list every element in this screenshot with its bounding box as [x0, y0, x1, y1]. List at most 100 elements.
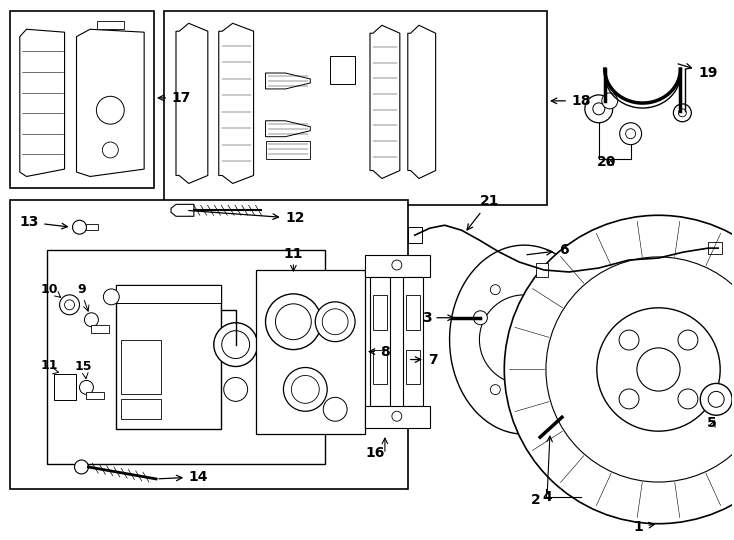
Circle shape: [637, 348, 680, 391]
Circle shape: [224, 377, 247, 401]
Text: 8: 8: [369, 345, 390, 359]
Circle shape: [532, 432, 548, 448]
Polygon shape: [176, 23, 208, 184]
Circle shape: [566, 339, 628, 401]
Bar: [121, 340, 161, 394]
Circle shape: [222, 330, 250, 359]
Circle shape: [546, 257, 734, 482]
Text: 14: 14: [159, 470, 208, 484]
Text: 3: 3: [422, 310, 454, 325]
Text: 2: 2: [531, 493, 541, 507]
Circle shape: [73, 220, 87, 234]
Circle shape: [603, 324, 617, 338]
Bar: [10, 200, 408, 489]
Polygon shape: [171, 204, 194, 217]
Text: 11: 11: [283, 247, 303, 261]
Bar: [92, 325, 109, 333]
Text: 13: 13: [20, 215, 68, 230]
Bar: [403, 277, 423, 406]
Circle shape: [548, 384, 558, 395]
Circle shape: [79, 380, 93, 394]
Circle shape: [316, 302, 355, 342]
Circle shape: [266, 294, 321, 349]
Text: 6: 6: [527, 243, 569, 257]
Circle shape: [75, 460, 88, 474]
Bar: [116, 285, 221, 429]
Circle shape: [584, 356, 610, 382]
Bar: [406, 295, 420, 330]
Polygon shape: [266, 73, 310, 89]
Circle shape: [708, 392, 724, 407]
Circle shape: [322, 309, 348, 335]
Text: 21: 21: [467, 194, 499, 230]
Text: 7: 7: [410, 353, 437, 367]
Circle shape: [545, 318, 649, 421]
Polygon shape: [116, 285, 221, 303]
Circle shape: [603, 401, 617, 415]
Polygon shape: [266, 121, 310, 137]
Circle shape: [557, 386, 571, 400]
Circle shape: [585, 95, 613, 123]
Circle shape: [700, 383, 732, 415]
Circle shape: [548, 285, 558, 295]
Bar: [266, 140, 310, 159]
Circle shape: [490, 285, 501, 295]
Circle shape: [678, 109, 686, 117]
Text: 5: 5: [708, 416, 717, 430]
Text: 12: 12: [189, 211, 305, 225]
Circle shape: [473, 311, 487, 325]
Bar: [373, 295, 387, 330]
Text: 11: 11: [41, 360, 59, 373]
Circle shape: [490, 384, 501, 395]
Bar: [47, 250, 325, 464]
Polygon shape: [76, 29, 144, 177]
Circle shape: [504, 215, 734, 524]
Circle shape: [283, 368, 327, 411]
Circle shape: [59, 295, 79, 315]
Bar: [373, 349, 387, 384]
Text: 1: 1: [633, 519, 654, 534]
Circle shape: [678, 389, 698, 409]
Circle shape: [65, 300, 75, 310]
Circle shape: [275, 304, 311, 340]
Bar: [406, 349, 420, 384]
Bar: [10, 11, 154, 188]
Bar: [121, 400, 161, 419]
Polygon shape: [219, 23, 253, 184]
Circle shape: [593, 103, 605, 115]
Bar: [330, 56, 355, 84]
Circle shape: [619, 123, 642, 145]
Bar: [708, 242, 722, 254]
Circle shape: [625, 129, 636, 139]
Circle shape: [392, 411, 401, 421]
Bar: [164, 11, 547, 205]
Text: 15: 15: [75, 361, 92, 374]
Text: 19: 19: [678, 64, 718, 80]
Polygon shape: [97, 21, 124, 29]
Circle shape: [102, 142, 118, 158]
Circle shape: [96, 96, 124, 124]
Circle shape: [103, 289, 120, 305]
Circle shape: [619, 389, 639, 409]
Bar: [370, 277, 390, 406]
Circle shape: [84, 313, 98, 327]
Bar: [408, 227, 422, 243]
Circle shape: [619, 330, 639, 350]
Polygon shape: [370, 25, 400, 179]
Polygon shape: [20, 29, 65, 177]
Circle shape: [323, 397, 347, 421]
Bar: [365, 406, 429, 428]
Bar: [255, 270, 365, 434]
Circle shape: [673, 104, 691, 122]
Bar: [54, 374, 76, 400]
Text: 17: 17: [159, 91, 190, 105]
Circle shape: [557, 339, 571, 353]
Text: 18: 18: [551, 94, 590, 108]
Bar: [87, 224, 98, 230]
Text: 20: 20: [597, 154, 617, 168]
Circle shape: [602, 93, 618, 109]
Circle shape: [597, 308, 720, 431]
Circle shape: [392, 260, 401, 270]
Text: 16: 16: [366, 446, 385, 460]
Bar: [365, 255, 429, 277]
